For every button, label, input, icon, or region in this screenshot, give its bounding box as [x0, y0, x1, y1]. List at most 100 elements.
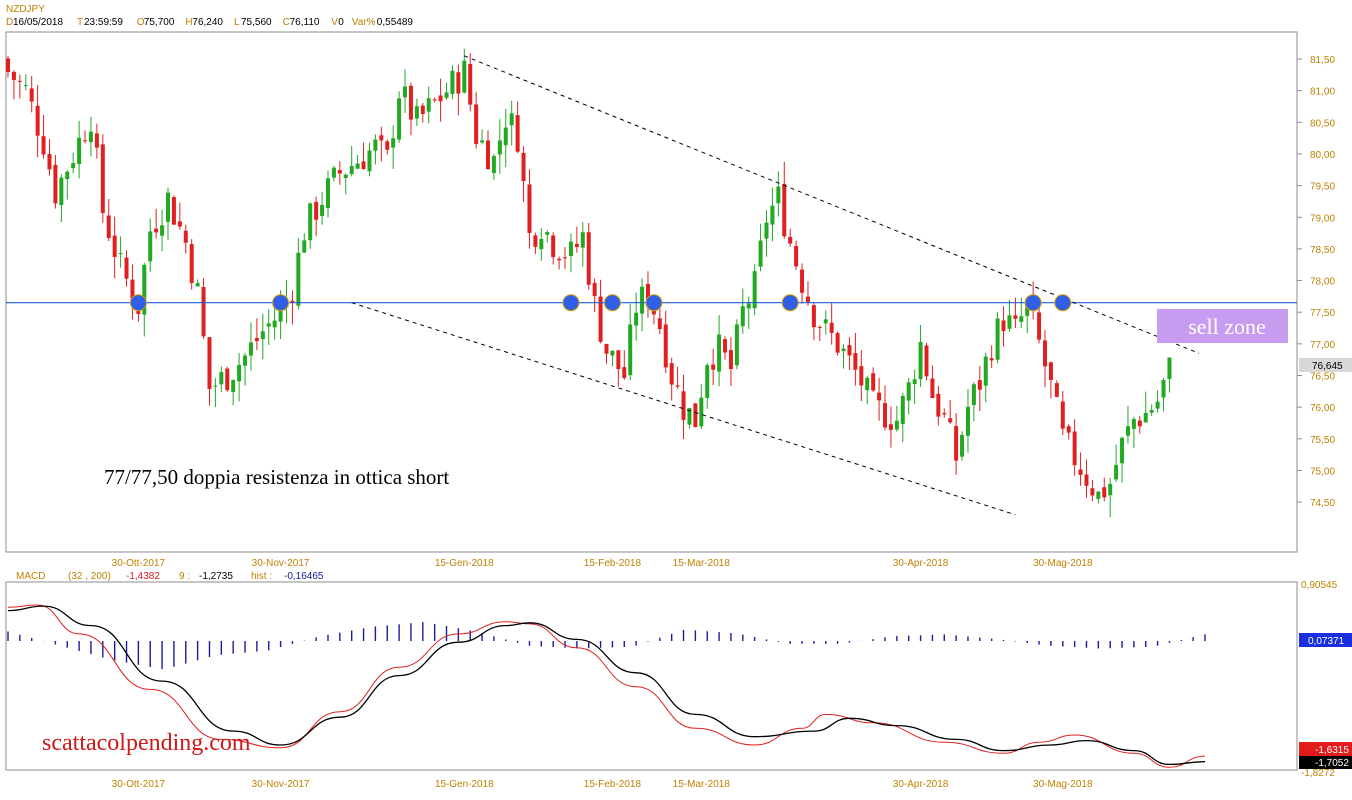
candle-down: [1001, 320, 1006, 332]
candle-down: [805, 296, 810, 302]
date-tick-label: 30-Ott-2017: [112, 558, 166, 569]
candle-up: [1120, 437, 1125, 464]
candle-up: [734, 324, 739, 366]
macd-params: (32 , 200): [68, 571, 111, 582]
candle-up: [23, 85, 28, 87]
candle-down: [1084, 474, 1089, 486]
candle-down: [551, 235, 556, 258]
candle-down: [800, 269, 805, 293]
macd-value: -1,4382: [126, 571, 160, 582]
candle-up: [580, 232, 585, 248]
candle-down: [94, 133, 99, 148]
header-field-key: C: [283, 17, 290, 28]
watermark: scattacolpending.com: [42, 730, 251, 756]
candle-up: [752, 271, 757, 309]
candle-down: [432, 99, 437, 101]
candle-down: [189, 244, 194, 284]
candle-down: [604, 343, 609, 354]
candle-up: [213, 385, 218, 387]
candle-down: [130, 279, 135, 304]
header-fields: D 16/05/2018 T 23:59:59 O 75,700 H 76,240 L 75,56…: [6, 17, 413, 28]
candle-up: [634, 312, 639, 326]
candle-up: [965, 406, 970, 436]
candle-down: [1054, 383, 1059, 397]
candle-up: [195, 283, 200, 287]
candle-up: [1019, 316, 1024, 322]
candle-down: [1078, 469, 1083, 475]
header-field-value: 0,55489: [377, 17, 414, 28]
candle-down: [645, 283, 650, 305]
signal-label: 9 :: [179, 571, 190, 582]
candle-down: [207, 337, 212, 389]
candle-down: [1090, 488, 1095, 496]
candle-up: [148, 231, 153, 262]
candle-down: [183, 230, 188, 243]
hist-badge: [1299, 633, 1352, 647]
candle-up: [450, 70, 455, 94]
macd-line: [7, 605, 1206, 766]
candle-up: [918, 341, 923, 380]
candle-up: [1096, 491, 1101, 499]
candle-down: [563, 257, 568, 259]
candle-down: [817, 327, 822, 329]
candle-down: [663, 324, 668, 368]
hist-label: hist :: [251, 571, 272, 582]
header-field-value: 23:59:59: [84, 17, 123, 28]
macd-badge: [1299, 756, 1352, 769]
candle-up: [1143, 413, 1148, 423]
candle-up: [687, 408, 692, 425]
candle-down: [515, 115, 520, 152]
candle-down: [574, 243, 579, 247]
price-panel-frame: [5, 31, 1298, 553]
candle-down: [1066, 426, 1071, 433]
candle-up: [539, 239, 544, 250]
candle-down: [337, 170, 342, 174]
candle-down: [154, 228, 159, 233]
current-price-badge: [1299, 358, 1352, 372]
price-tick-label: 81,50: [1310, 55, 1335, 66]
date-tick-label: 30-Apr-2018: [893, 779, 949, 790]
candle-down: [1043, 340, 1048, 367]
candle-down: [829, 322, 834, 333]
candle-up: [1155, 401, 1160, 409]
header-field-key: D: [6, 17, 13, 28]
date-tick-label: 30-Ott-2017: [112, 779, 166, 790]
candle-down: [954, 426, 959, 461]
candle-up: [397, 98, 402, 140]
candle-down: [474, 104, 479, 144]
candle-down: [723, 339, 728, 353]
price-tick-label: 74,50: [1310, 498, 1335, 509]
candle-up: [462, 60, 467, 93]
candle-up: [248, 342, 253, 356]
signal-badge-value: -1,6315: [1315, 745, 1349, 756]
candle-down: [989, 358, 994, 361]
candle-up: [906, 382, 911, 401]
resistance-annotation: 77/77,50 doppia resistenza in ottica sho…: [104, 465, 449, 489]
price-tick-label: 80,50: [1310, 118, 1335, 129]
candlesticks: [6, 48, 1172, 518]
candle-up: [77, 137, 82, 164]
price-tick-label: 79,50: [1310, 182, 1335, 193]
candle-down: [290, 300, 295, 303]
price-tick-label: 79,00: [1310, 213, 1335, 224]
sell-zone-box: [1157, 309, 1288, 343]
candle-up: [717, 334, 722, 372]
candle-up: [403, 86, 408, 98]
candle-down: [877, 392, 882, 401]
candle-down: [225, 368, 230, 391]
candle-down: [456, 72, 461, 94]
candle-up: [610, 350, 615, 356]
header-field-value: 76,240: [192, 17, 223, 28]
macd-badge-value: -1,7052: [1315, 758, 1349, 769]
candle-up: [59, 177, 64, 206]
date-tick-label: 15-Mar-2018: [673, 558, 731, 569]
candle-down: [468, 63, 473, 105]
touch-marker: [129, 294, 147, 312]
macd-header: MACD (32 , 200) -1,4382 9 : -1,2735 hist…: [16, 571, 324, 582]
candle-down: [1060, 401, 1065, 429]
price-tick-label: 78,50: [1310, 245, 1335, 256]
touch-marker: [562, 294, 580, 312]
candle-up: [699, 397, 704, 427]
candle-up: [758, 240, 763, 267]
